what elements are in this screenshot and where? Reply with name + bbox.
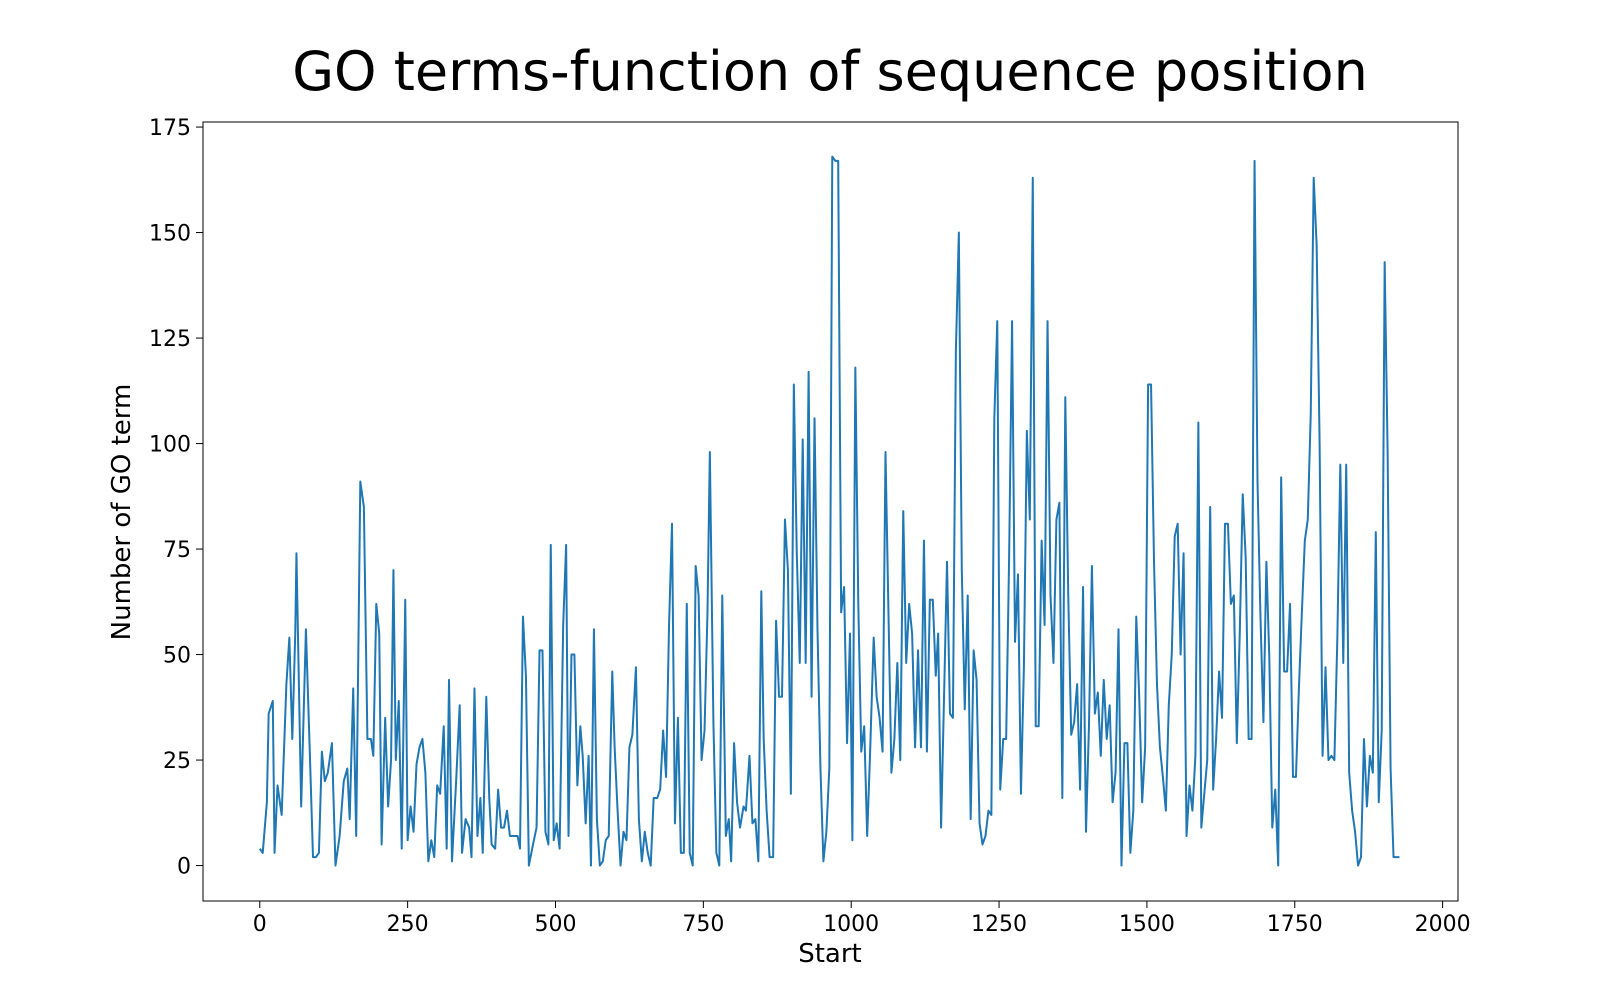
y-tick-label: 175 <box>149 116 191 141</box>
x-tick-label: 1750 <box>1267 912 1323 937</box>
x-tick-label: 1500 <box>1119 912 1175 937</box>
chart-title: GO terms-function of sequence position <box>292 40 1368 103</box>
x-tick-label: 1000 <box>823 912 879 937</box>
y-tick-label: 75 <box>163 538 191 563</box>
x-tick-label: 2000 <box>1415 912 1471 937</box>
y-tick-label: 125 <box>149 327 191 352</box>
plot-frame <box>202 121 1459 902</box>
y-tick-label: 100 <box>149 433 191 458</box>
x-tick-label: 250 <box>387 912 429 937</box>
line-series <box>258 155 1400 867</box>
y-tick-label: 25 <box>163 749 191 774</box>
x-tick-label: 750 <box>682 912 724 937</box>
y-tick-label: 0 <box>177 855 191 880</box>
x-tick-label: 500 <box>534 912 576 937</box>
x-tick-label: 1250 <box>971 912 1027 937</box>
y-axis-label: Number of GO term <box>107 384 137 641</box>
x-tick-label: 0 <box>253 912 267 937</box>
x-axis-label: Start <box>798 939 862 969</box>
y-tick-label: 150 <box>149 222 191 247</box>
y-tick-label: 50 <box>163 644 191 669</box>
